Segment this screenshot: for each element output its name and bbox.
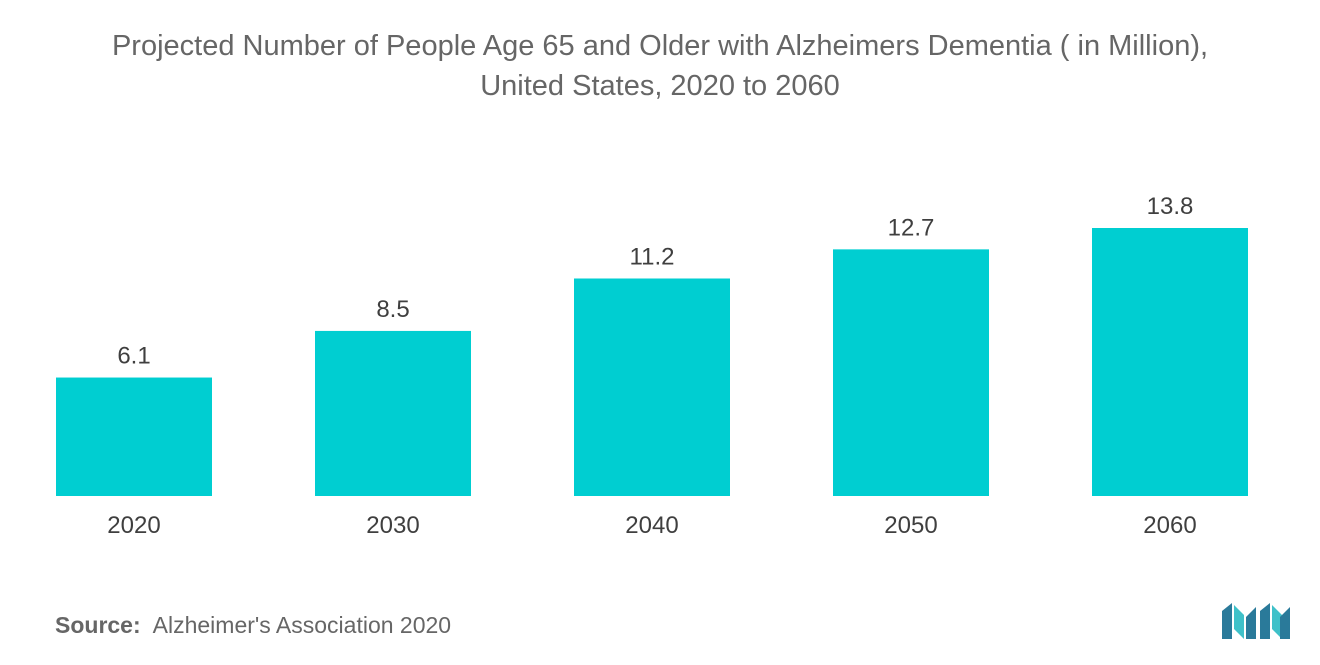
x-tick-label-2050: 2050 <box>884 512 937 539</box>
x-tick-label-2040: 2040 <box>625 512 678 539</box>
data-labels-group: 6.1 8.5 11.2 12.7 13.8 <box>117 193 1193 370</box>
x-tick-label-2020: 2020 <box>107 512 160 539</box>
data-label-2020: 6.1 <box>117 343 150 370</box>
source-text: Alzheimer's Association 2020 <box>152 612 452 638</box>
data-label-2060: 13.8 <box>1147 193 1194 220</box>
chart-title-line-2: United States, 2020 to 2060 <box>480 70 840 102</box>
bar-2020 <box>56 377 212 496</box>
bar-2040 <box>574 278 730 496</box>
source-note: Source: Alzheimer's Association 2020 <box>55 612 451 639</box>
bar-2030 <box>315 330 471 496</box>
data-label-2030: 8.5 <box>376 296 409 323</box>
x-tick-label-2030: 2030 <box>366 512 419 539</box>
chart-title: Projected Number of People Age 65 and Ol… <box>0 26 1320 106</box>
mordor-intelligence-logo <box>1222 603 1290 639</box>
data-label-2040: 11.2 <box>630 243 675 270</box>
x-tick-label-2060: 2060 <box>1143 512 1196 539</box>
bar-2050 <box>833 249 989 496</box>
source-label: Source: <box>55 612 141 638</box>
chart-title-line-1: Projected Number of People Age 65 and Ol… <box>111 30 1209 62</box>
bars-group <box>56 228 1248 496</box>
x-axis-ticks-group: 2020 2030 2040 2050 2060 <box>107 512 1196 539</box>
bar-2060 <box>1092 228 1248 496</box>
data-label-2050: 12.7 <box>888 214 935 241</box>
